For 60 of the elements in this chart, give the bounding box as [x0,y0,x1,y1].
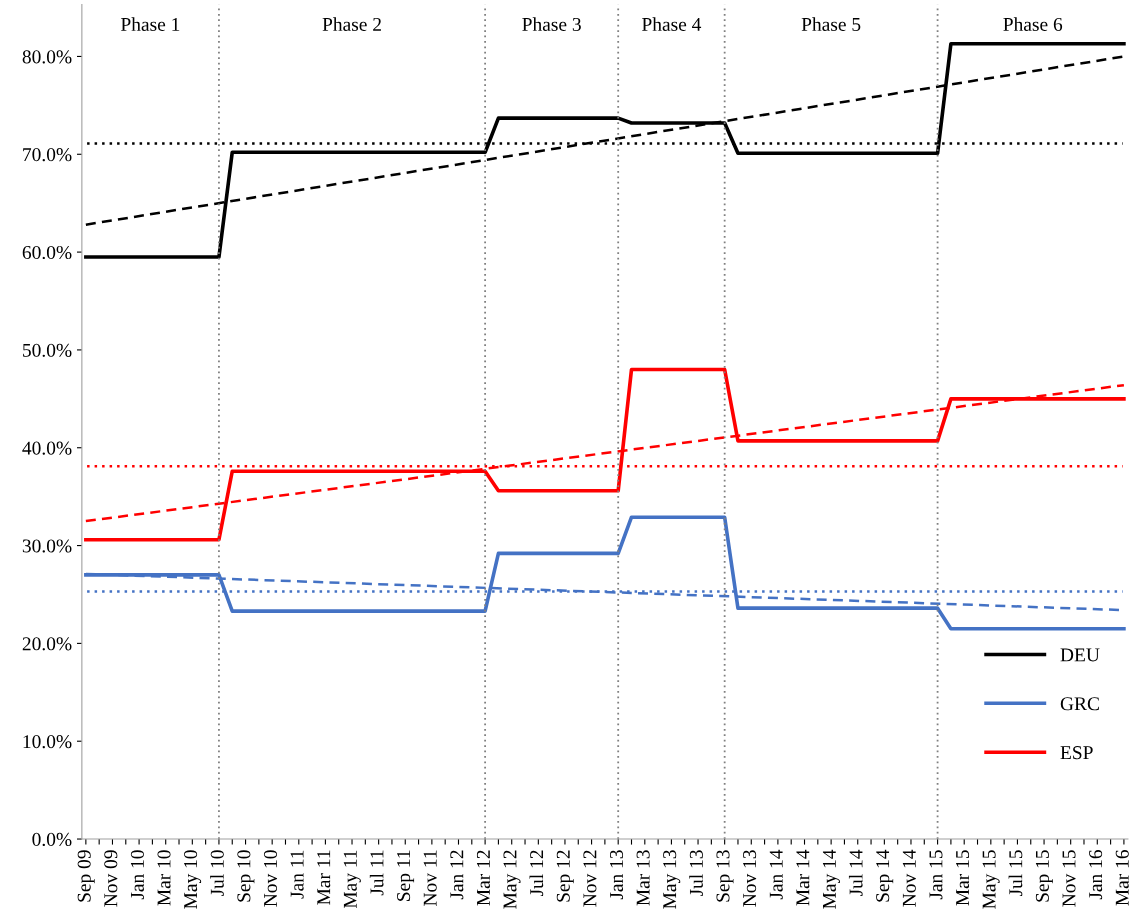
annotation: Phase 2 [322,17,381,31]
legend-label: ESP [1060,746,1093,760]
legend-label: DEU [1060,648,1100,662]
y-tick-label: 20.0% [22,637,72,651]
x-tick-label: Sep 11 [397,850,415,901]
x-tick-label: Jul 12 [529,850,544,897]
x-tick-label: May 10 [184,850,202,909]
annotation: Phase 3 [522,17,581,31]
x-tick-label: Mar 12 [476,850,490,906]
x-tick-label: May 11 [343,850,361,909]
y-tick-label: 60.0% [22,245,72,260]
x-tick-label: Mar 15 [956,850,970,906]
x-tick-label: Jan 10 [130,850,144,900]
x-tick-label: Sep 14 [876,849,894,902]
x-tick-label: Jan 11 [290,850,304,899]
x-tick-label: Nov 12 [583,850,597,907]
annotation: Phase 5 [801,17,861,31]
x-tick-label: Jan 15 [929,850,943,900]
y-tick-label: 70.0% [23,148,72,162]
x-tick-label: Jul 13 [689,850,703,897]
x-tick-label: Sep 10 [237,850,255,902]
x-tick-label: Sep 15 [1035,850,1053,902]
x-tick-label: Sep 13 [716,850,734,902]
x-tick-label: Sep 12 [556,850,574,902]
x-tick-label: Jan 16 [1089,850,1103,900]
x-tick-label: Mar 14 [796,849,810,906]
line-series [84,41,1126,259]
x-tick-label: May 15 [982,850,1000,909]
x-tick-label: May 12 [503,850,521,909]
x-tick-label: May 14 [822,849,840,909]
x-tick-label: Sep 09 [77,850,95,902]
line-series [84,367,1126,542]
x-tick-label: Mar 16 [1115,850,1129,906]
y-tick-label: 40.0% [22,441,72,455]
legend-label: GRC [1060,697,1099,711]
x-tick-label: May 13 [663,850,681,909]
y-tick-label: 30.0% [22,539,72,553]
y-tick-label: 10.0% [23,735,72,749]
x-tick-label: Nov 09 [104,850,118,907]
x-tick-label: Jul 14 [848,849,863,897]
x-tick-label: Nov 13 [743,850,757,907]
x-tick-label: Nov 11 [423,850,437,906]
annotation: Phase 1 [120,17,180,31]
y-tick-label: 50.0% [23,343,72,357]
x-tick-label: Jan 14 [769,849,783,900]
x-tick-label: Jul 10 [210,850,224,897]
x-tick-label: Jan 13 [609,850,624,900]
x-tick-label: Nov 14 [902,849,916,907]
x-tick-label: Mar 13 [636,850,650,906]
x-tick-label: Mar 11 [317,850,331,905]
x-tick-label: Jul 11 [369,850,384,896]
y-tick-label: 0.0% [32,832,72,847]
x-tick-label: Nov 15 [1062,850,1076,907]
y-tick-label: 80.0% [22,50,72,64]
annotation: Phase 4 [642,17,702,31]
x-tick-label: Jul 15 [1008,850,1023,897]
x-tick-label: Nov 10 [263,850,278,907]
annotation: Phase 6 [1003,17,1063,31]
x-tick-label: Jan 12 [450,850,464,900]
x-tick-label: Mar 10 [157,850,171,906]
